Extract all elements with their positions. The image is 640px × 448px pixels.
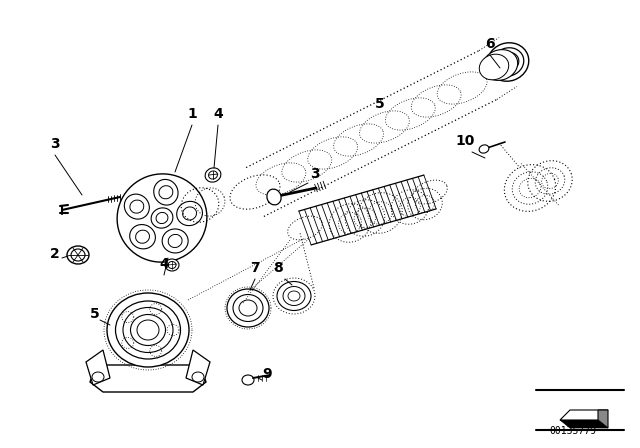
Ellipse shape <box>131 314 166 345</box>
Text: 1: 1 <box>187 107 197 121</box>
Text: 4: 4 <box>159 257 169 271</box>
Ellipse shape <box>227 289 269 327</box>
Ellipse shape <box>168 234 182 247</box>
Ellipse shape <box>277 281 311 310</box>
Ellipse shape <box>209 171 218 179</box>
Text: 2: 2 <box>50 247 60 261</box>
Polygon shape <box>560 410 608 420</box>
Ellipse shape <box>483 50 518 80</box>
Ellipse shape <box>168 262 176 268</box>
Polygon shape <box>598 410 608 428</box>
Ellipse shape <box>177 201 202 226</box>
Text: 4: 4 <box>213 107 223 121</box>
Ellipse shape <box>71 249 85 261</box>
Text: 5: 5 <box>375 97 385 111</box>
Ellipse shape <box>124 194 149 219</box>
Ellipse shape <box>487 43 529 81</box>
Text: 3: 3 <box>50 137 60 151</box>
Polygon shape <box>90 365 206 392</box>
Polygon shape <box>86 350 110 385</box>
Ellipse shape <box>239 300 257 316</box>
Ellipse shape <box>192 372 204 382</box>
Ellipse shape <box>92 372 104 382</box>
Ellipse shape <box>151 208 173 228</box>
Ellipse shape <box>117 174 207 262</box>
Ellipse shape <box>137 320 159 340</box>
Ellipse shape <box>156 212 168 224</box>
Ellipse shape <box>283 287 305 306</box>
Text: 5: 5 <box>90 307 100 321</box>
Ellipse shape <box>233 294 263 322</box>
Text: 10: 10 <box>455 134 475 148</box>
Text: 9: 9 <box>262 367 271 381</box>
Ellipse shape <box>497 52 519 72</box>
Ellipse shape <box>242 375 254 385</box>
Ellipse shape <box>136 230 150 243</box>
Text: 3: 3 <box>310 167 319 181</box>
Text: 6: 6 <box>485 37 495 51</box>
Ellipse shape <box>288 291 300 301</box>
Ellipse shape <box>107 293 189 367</box>
Text: 00135779: 00135779 <box>550 426 596 436</box>
Polygon shape <box>560 420 608 428</box>
Ellipse shape <box>130 200 144 213</box>
Ellipse shape <box>154 179 178 205</box>
Ellipse shape <box>165 259 179 271</box>
Ellipse shape <box>479 145 489 153</box>
Ellipse shape <box>492 48 524 76</box>
Ellipse shape <box>67 246 89 264</box>
Ellipse shape <box>182 207 196 220</box>
Ellipse shape <box>115 301 180 359</box>
Ellipse shape <box>123 307 173 353</box>
Ellipse shape <box>162 229 188 253</box>
Ellipse shape <box>130 224 156 249</box>
Ellipse shape <box>205 168 221 182</box>
Text: 8: 8 <box>273 261 283 275</box>
Ellipse shape <box>159 185 173 199</box>
Ellipse shape <box>267 189 281 205</box>
Polygon shape <box>186 350 210 385</box>
Text: 7: 7 <box>250 261 260 275</box>
Ellipse shape <box>479 54 509 80</box>
